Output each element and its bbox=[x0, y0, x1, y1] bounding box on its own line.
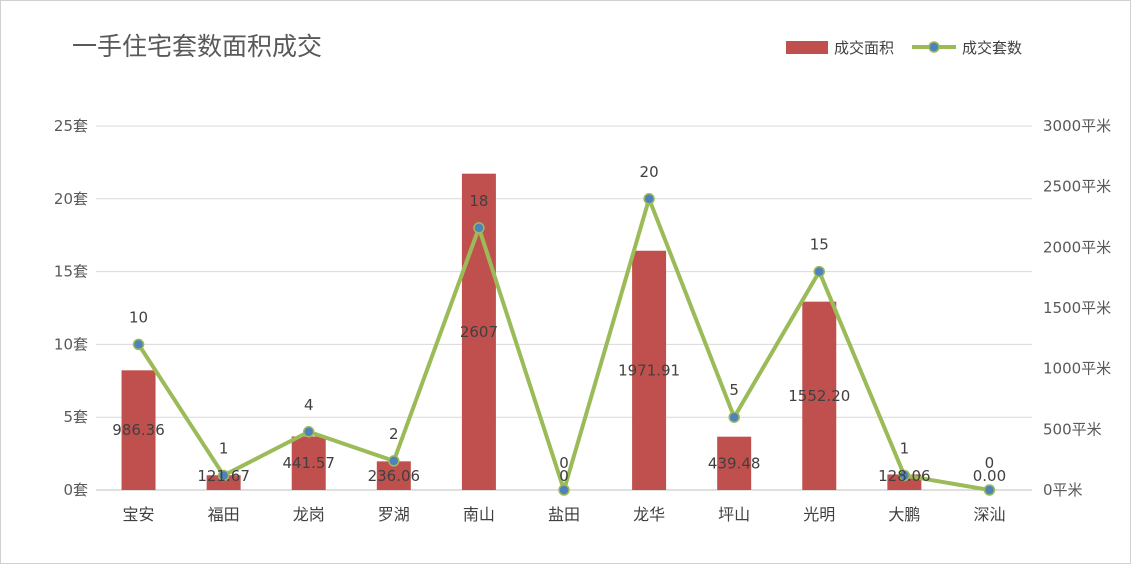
category-label: 福田 bbox=[208, 505, 240, 524]
bar bbox=[632, 250, 667, 490]
bar-data-label: 128.06 bbox=[878, 467, 931, 485]
line-point bbox=[388, 455, 400, 467]
bar bbox=[121, 370, 156, 490]
line-series bbox=[132, 193, 996, 496]
bar-series bbox=[121, 173, 922, 490]
right-tick-label: 1500平米 bbox=[1043, 299, 1111, 317]
bar-data-label: 441.57 bbox=[282, 454, 335, 472]
left-tick-label: 5套 bbox=[63, 408, 88, 426]
bar bbox=[206, 475, 241, 490]
bar-data-label: 0 bbox=[559, 467, 569, 485]
legend-label-bar: 成交面积 bbox=[834, 39, 894, 57]
line-point bbox=[643, 193, 655, 205]
category-label: 深汕 bbox=[973, 505, 1005, 524]
bar-data-label: 2607 bbox=[460, 323, 498, 341]
line-point bbox=[983, 484, 996, 496]
line-point bbox=[132, 338, 145, 351]
line-data-label: 0 bbox=[985, 454, 995, 472]
line-point bbox=[728, 411, 740, 423]
bar-data-label: 439.48 bbox=[708, 454, 761, 472]
gridlines bbox=[96, 125, 1032, 491]
bar-data-label: 121.67 bbox=[197, 467, 250, 485]
right-tick-label: 0平米 bbox=[1043, 481, 1083, 499]
category-label: 光明 bbox=[803, 505, 835, 524]
line-data-label: 5 bbox=[729, 381, 739, 399]
bar bbox=[802, 301, 837, 490]
legend-swatch-bar bbox=[786, 41, 828, 54]
line-data-label: 4 bbox=[304, 396, 314, 414]
right-tick-label: 2000平米 bbox=[1043, 238, 1111, 256]
line-point bbox=[898, 469, 911, 482]
bar-data-label: 0.00 bbox=[973, 467, 1006, 485]
category-label: 龙岗 bbox=[293, 505, 325, 524]
bar bbox=[717, 436, 752, 490]
chart-title: 一手住宅套数面积成交 bbox=[72, 32, 322, 61]
left-axis-ticks: 0套 5套 10套 15套 20套 25套 bbox=[54, 117, 88, 499]
line-data-label: 10 bbox=[129, 308, 148, 326]
line-data-label: 20 bbox=[640, 163, 659, 181]
left-tick-label: 15套 bbox=[54, 263, 88, 281]
left-tick-label: 10套 bbox=[54, 335, 88, 353]
bar-data-label: 986.36 bbox=[112, 421, 165, 439]
left-tick-label: 20套 bbox=[54, 190, 88, 208]
right-tick-label: 2500平米 bbox=[1043, 178, 1111, 196]
bar-data-label: 1971.91 bbox=[618, 361, 680, 379]
right-axis-ticks: 0平米 500平米 1000平米 1500平米 2000平米 2500平米 3000平米 bbox=[1043, 117, 1111, 499]
line-data-label: 15 bbox=[810, 236, 829, 254]
line-point bbox=[558, 484, 570, 496]
category-label: 宝安 bbox=[123, 505, 155, 524]
bar bbox=[291, 436, 326, 490]
left-tick-label: 25套 bbox=[54, 117, 88, 135]
legend-swatch-marker bbox=[928, 41, 940, 53]
category-label: 龙华 bbox=[633, 505, 665, 524]
line-point bbox=[473, 222, 485, 234]
category-label: 南山 bbox=[463, 505, 495, 524]
data-labels: 986.36 121.67 441.57 236.06 2607 0 1971.91 439.… bbox=[112, 163, 1006, 485]
legend: 成交面积 成交套数 bbox=[786, 39, 1022, 57]
category-label: 大鹏 bbox=[888, 505, 920, 524]
category-label: 盐田 bbox=[548, 505, 580, 524]
line-data-label: 0 bbox=[559, 454, 569, 472]
line-point bbox=[302, 426, 315, 438]
line-data-label: 18 bbox=[469, 192, 488, 210]
legend-label-line: 成交套数 bbox=[962, 39, 1022, 57]
bar-data-label: 236.06 bbox=[368, 467, 421, 485]
category-labels: 宝安 福田 龙岗 罗湖 南山 盐田 龙华 坪山 光明 大鹏 深汕 bbox=[123, 505, 1006, 524]
category-label: 坪山 bbox=[718, 505, 750, 524]
bar-data-label: 1552.20 bbox=[788, 387, 850, 405]
right-tick-label: 3000平米 bbox=[1043, 117, 1111, 135]
line-data-label: 2 bbox=[389, 425, 399, 443]
line-data-label: 1 bbox=[219, 439, 229, 457]
left-tick-label: 0套 bbox=[63, 481, 88, 499]
category-label: 罗湖 bbox=[378, 505, 410, 524]
line-point bbox=[813, 265, 826, 278]
line-point bbox=[217, 469, 230, 482]
line-data-label: 1 bbox=[900, 439, 910, 457]
right-tick-label: 500平米 bbox=[1043, 420, 1102, 438]
right-tick-label: 1000平米 bbox=[1043, 360, 1111, 378]
